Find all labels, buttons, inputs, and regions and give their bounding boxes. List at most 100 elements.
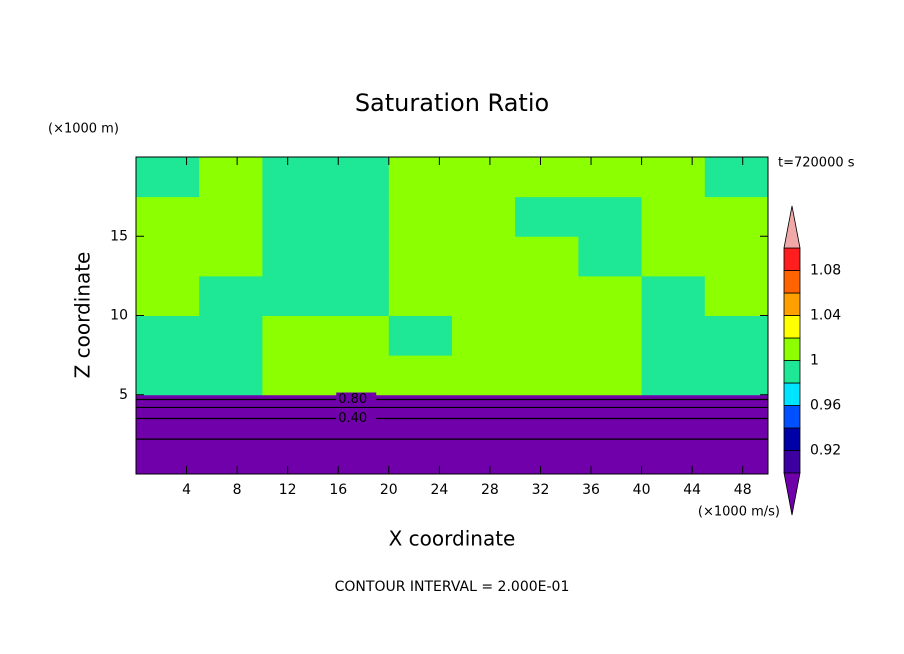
x-tick-label: 28 bbox=[481, 482, 499, 498]
field-cell bbox=[452, 394, 516, 435]
x-tick-label: 16 bbox=[329, 482, 347, 498]
field-cell bbox=[262, 315, 327, 356]
contour-label-bg bbox=[336, 411, 377, 426]
field-cell bbox=[325, 434, 390, 475]
y-tick-label: 5 bbox=[119, 387, 128, 403]
contour-label: 0.80 bbox=[338, 392, 367, 407]
x-tick-label: 44 bbox=[683, 482, 701, 498]
field-cell bbox=[515, 434, 579, 475]
field-cell bbox=[388, 355, 453, 396]
field-cell bbox=[325, 157, 390, 198]
field-cell bbox=[262, 196, 327, 237]
colorbar-under bbox=[783, 472, 801, 516]
x-tick-label: 36 bbox=[582, 482, 600, 498]
colorbar-box bbox=[783, 247, 801, 271]
field-cell bbox=[388, 236, 453, 277]
field-cell bbox=[578, 275, 643, 316]
colorbar-tick-label: 1 bbox=[810, 353, 819, 369]
x-tick-label: 4 bbox=[182, 482, 191, 498]
y-tick-label: 15 bbox=[110, 228, 128, 244]
field-cell bbox=[136, 275, 200, 316]
contour-label: 0.40 bbox=[338, 411, 367, 426]
field-cell bbox=[452, 315, 516, 356]
field-cell bbox=[388, 434, 453, 475]
footer: CONTOUR INTERVAL = 2.000E-01 bbox=[335, 579, 570, 595]
field-cell bbox=[136, 394, 200, 435]
colorbar-box bbox=[783, 337, 801, 361]
field-cell bbox=[452, 236, 516, 277]
field-cell bbox=[704, 315, 769, 356]
field-cell bbox=[262, 275, 327, 316]
field-cell bbox=[199, 315, 263, 356]
field-cell bbox=[515, 196, 579, 237]
field-cell bbox=[388, 315, 453, 356]
field-cell bbox=[388, 275, 453, 316]
field-cell bbox=[515, 315, 579, 356]
colorbar-tick-label: 0.96 bbox=[810, 398, 841, 414]
field-cell bbox=[452, 275, 516, 316]
field-cell bbox=[262, 355, 327, 396]
field-cell bbox=[515, 157, 579, 198]
colorbar-box bbox=[783, 405, 801, 429]
field-cell bbox=[641, 157, 706, 198]
x-tick-label: 32 bbox=[532, 482, 550, 498]
field-cell bbox=[704, 196, 769, 237]
y-units: (×1000 m) bbox=[48, 122, 119, 137]
field-cell bbox=[325, 315, 390, 356]
field-cell bbox=[325, 355, 390, 396]
field-cell bbox=[515, 394, 579, 435]
field-cell bbox=[325, 236, 390, 277]
field-cell bbox=[452, 157, 516, 198]
field-cell bbox=[515, 236, 579, 277]
field-cell bbox=[199, 394, 263, 435]
field-cell bbox=[388, 196, 453, 237]
field-cell bbox=[641, 236, 706, 277]
field-cell bbox=[578, 394, 643, 435]
field-cell bbox=[515, 275, 579, 316]
colorbar-tick-label: 1.04 bbox=[810, 308, 841, 324]
field-cell bbox=[704, 434, 769, 475]
field-cell bbox=[641, 196, 706, 237]
field-cell bbox=[388, 394, 453, 435]
colorbar-box bbox=[783, 292, 801, 316]
field-cell bbox=[641, 394, 706, 435]
field-cell bbox=[136, 434, 200, 475]
field-cell bbox=[136, 196, 200, 237]
field-cell bbox=[704, 275, 769, 316]
field-cell bbox=[452, 434, 516, 475]
x-tick-label: 20 bbox=[380, 482, 398, 498]
colorbar-tick-label: 0.92 bbox=[810, 443, 841, 459]
field-cell bbox=[388, 157, 453, 198]
field-cell bbox=[136, 236, 200, 277]
field-cell bbox=[578, 434, 643, 475]
field-cell bbox=[136, 355, 200, 396]
colorbar-box bbox=[783, 427, 801, 451]
field-cell bbox=[515, 355, 579, 396]
field-cell bbox=[578, 196, 643, 237]
field-cell bbox=[262, 394, 327, 435]
field-cell bbox=[262, 236, 327, 277]
colorbar-tick-label: 1.08 bbox=[810, 263, 841, 279]
field-cell bbox=[262, 157, 327, 198]
contour-label-bg bbox=[336, 392, 377, 407]
x-tick-label: 8 bbox=[233, 482, 242, 498]
colorbar-box bbox=[783, 315, 801, 339]
colorbar-box bbox=[783, 450, 801, 474]
field-cell bbox=[641, 355, 706, 396]
time-label: t=720000 s bbox=[778, 156, 855, 171]
x-tick-label: 48 bbox=[734, 482, 752, 498]
x-tick-label: 40 bbox=[633, 482, 651, 498]
field-cell bbox=[641, 315, 706, 356]
field-cell bbox=[578, 355, 643, 396]
field-cell bbox=[199, 355, 263, 396]
x-tick-label: 24 bbox=[430, 482, 448, 498]
x-units: (×1000 m/s) bbox=[698, 505, 780, 520]
field-cell bbox=[199, 236, 263, 277]
colorbar-over bbox=[783, 205, 801, 249]
colorbar-box bbox=[783, 360, 801, 384]
field-cell bbox=[136, 315, 200, 356]
field-cell bbox=[199, 196, 263, 237]
field-cell bbox=[452, 355, 516, 396]
field-cell bbox=[704, 157, 769, 198]
